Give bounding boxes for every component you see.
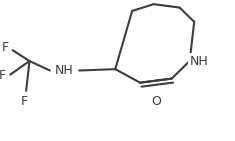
Text: O: O (151, 95, 161, 108)
Text: F: F (2, 41, 9, 54)
Text: NH: NH (190, 55, 208, 68)
Text: NH: NH (55, 64, 74, 77)
Text: F: F (20, 95, 27, 108)
Text: F: F (0, 69, 6, 82)
